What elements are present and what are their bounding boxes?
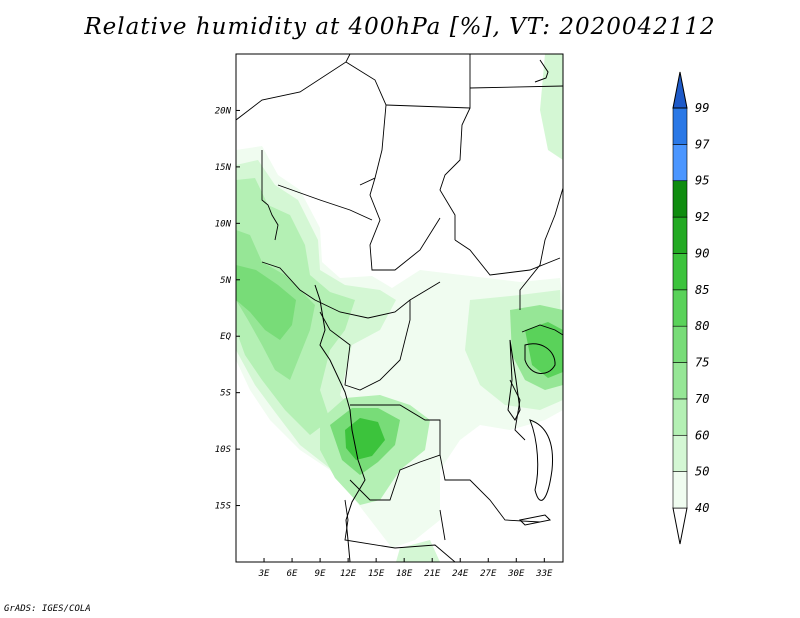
colorbar-label: 95 <box>695 174 709 188</box>
rh-region-east-80 <box>525 322 563 378</box>
humidity-shading <box>236 54 563 562</box>
colorbar-label: 99 <box>695 101 709 115</box>
colorbar-segment <box>672 398 688 436</box>
colorbar-label: 40 <box>695 501 709 515</box>
colorbar-label: 97 <box>695 137 710 151</box>
lakes-and-coastline <box>314 59 556 562</box>
colorbar-segment <box>672 180 688 218</box>
colorbar-label: 75 <box>695 356 709 370</box>
y-tick-label: 5N <box>220 276 231 286</box>
colorbar-segment <box>672 325 688 363</box>
y-tick-label: 15N <box>215 163 232 173</box>
x-tick-label: 15E <box>368 569 385 579</box>
colorbar-segment <box>672 253 688 291</box>
colorbar-segment <box>672 471 688 509</box>
colorbar-high-arrow <box>672 71 688 109</box>
x-tick-label: 27E <box>480 569 497 579</box>
x-tick-label: 18E <box>396 569 413 579</box>
colorbar-segment <box>672 144 688 182</box>
y-tick-label: 15S <box>215 502 232 512</box>
x-tick-label: 24E <box>452 569 469 579</box>
x-tick-label: 9E <box>315 569 326 579</box>
colorbar-label: 90 <box>695 246 709 260</box>
x-tick-label: 33E <box>535 569 553 579</box>
x-tick-label: 6E <box>287 569 298 579</box>
colorbar-segment <box>672 289 688 327</box>
credit-text: GrADS: IGES/COLA <box>4 604 91 614</box>
colorbar-segment <box>672 362 688 400</box>
y-axis-ticks: 20N 15N 10N 5N EQ 5S 10S 15S <box>215 106 240 512</box>
colorbar-label: 70 <box>695 392 709 406</box>
chart-title: Relative humidity at 400hPa [%], VT: 202… <box>84 14 716 40</box>
y-tick-label: 5S <box>220 389 231 399</box>
rh-region-angola-85 <box>345 418 385 460</box>
colorbar-label: 85 <box>695 283 709 297</box>
rh-region-north-east <box>540 54 563 160</box>
rh-region-west-75 <box>236 265 296 340</box>
colorbar-segment <box>672 216 688 254</box>
x-tick-label: 30E <box>507 569 525 579</box>
colorbar-label: 50 <box>695 465 709 479</box>
x-tick-label: 12E <box>340 569 357 579</box>
x-tick-label: 21E <box>424 569 441 579</box>
colorbar-low-arrow <box>672 507 688 545</box>
colorbar-label: 60 <box>695 428 709 442</box>
x-axis-ticks: 3E 6E 9E 12E 15E 18E 21E 24E 27E 30E 33E <box>258 558 553 579</box>
colorbar-label: 92 <box>695 210 709 224</box>
colorbar-segment <box>672 434 688 472</box>
map-frame <box>235 53 564 563</box>
y-tick-label: 20N <box>215 106 232 116</box>
y-tick-label: 10S <box>215 445 232 455</box>
x-tick-label: 3E <box>258 569 270 579</box>
y-tick-label: 10N <box>215 219 232 229</box>
colorbar: 40 50 60 70 75 80 85 90 92 95 97 99 <box>672 71 710 545</box>
colorbar-label: 80 <box>695 319 709 333</box>
y-tick-label: EQ <box>220 332 231 342</box>
colorbar-segment <box>672 107 688 145</box>
